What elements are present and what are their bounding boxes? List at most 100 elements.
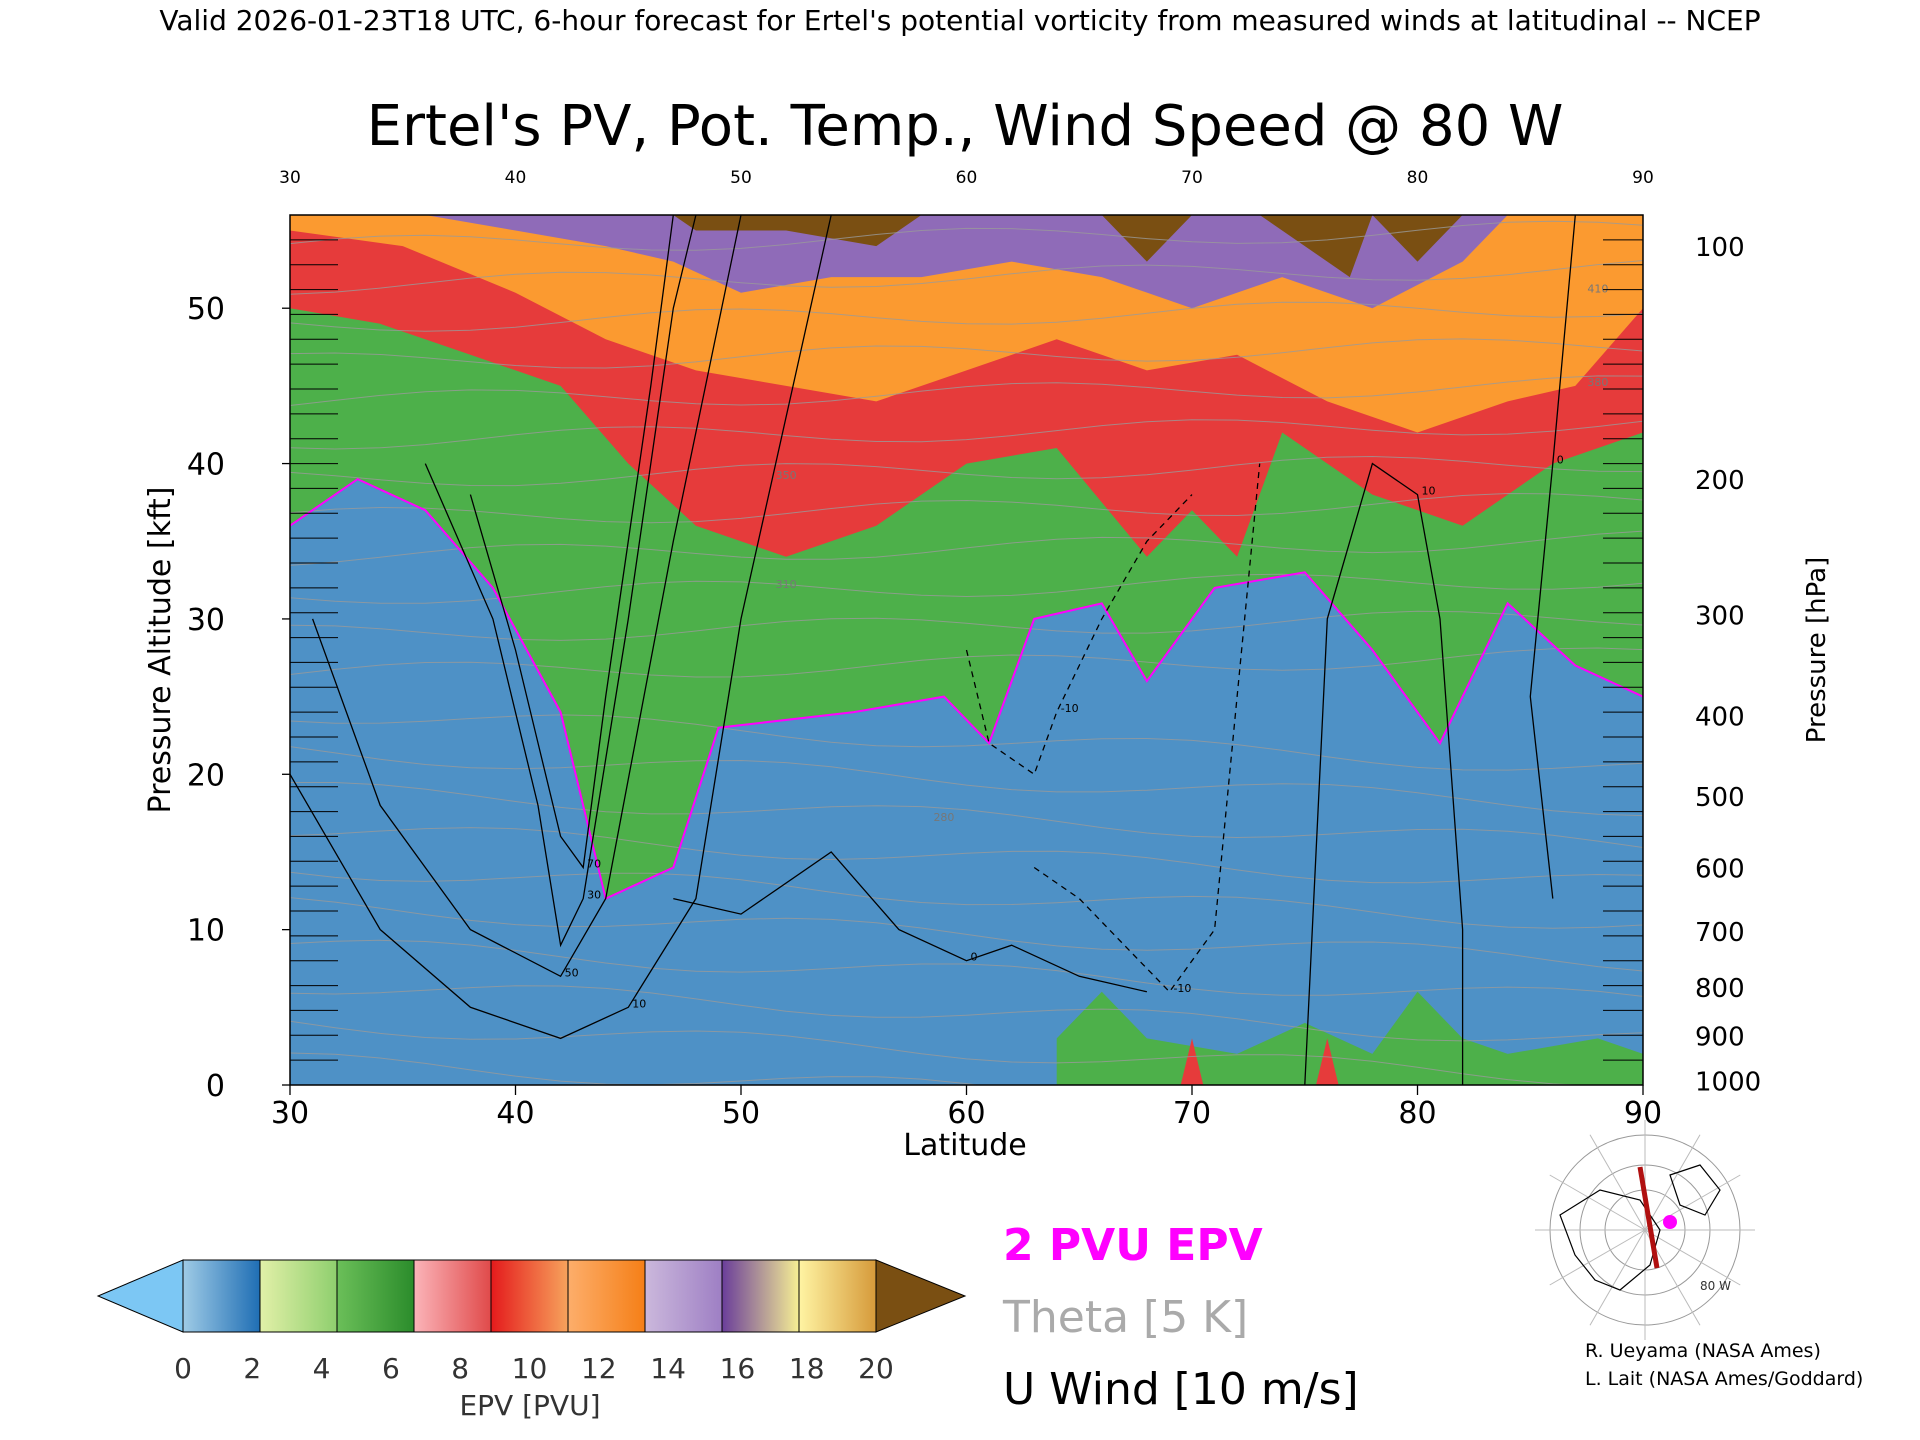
- theta-contour: [290, 375, 1643, 406]
- u-wind-contour-label: 70: [587, 858, 601, 871]
- chart-title: Ertel's PV, Pot. Temp., Wind Speed @ 80 …: [367, 94, 1564, 159]
- u-wind-contour: [469, 215, 674, 870]
- y-tick-label: 0: [206, 1069, 225, 1104]
- u-wind-contour-label: 0: [1557, 454, 1564, 467]
- legend-entry: U Wind [10 m/s]: [1003, 1364, 1359, 1415]
- colorbar-tick-label: 0: [174, 1352, 192, 1385]
- theta-contour: [290, 338, 1643, 369]
- x-top-tick-label: 80: [1407, 168, 1429, 188]
- colorbar-tick-label: 20: [858, 1352, 894, 1385]
- pv-lower-patch-red: [1316, 1038, 1339, 1085]
- y-tick-label: 10: [187, 914, 225, 949]
- pv-lower-patch-green: [1056, 991, 1643, 1085]
- theta-contours: 280 310 350 380 410: [290, 220, 1643, 1085]
- x-top-tick-label: 40: [505, 168, 527, 188]
- colorbar: 0 2 4 6 8 10 12 14 16 18 20: [96, 1259, 967, 1385]
- colorbar-band: [413, 1259, 492, 1333]
- x-tick-label: 70: [1173, 1096, 1211, 1131]
- x-top-tick-label: 90: [1632, 168, 1654, 188]
- theta-contour: [290, 573, 1643, 604]
- theta-contour: [290, 1052, 981, 1085]
- theta-contour: [290, 939, 1643, 997]
- pressure-tick-label: 700: [1695, 918, 1745, 948]
- theta-contour: [290, 782, 1643, 848]
- inset-coastline: [1559, 1189, 1661, 1291]
- theta-contour: [290, 419, 1643, 450]
- u-wind-contour: [1033, 463, 1261, 993]
- u-wind-contour: [1304, 462, 1464, 1085]
- inset-meridian: [1644, 1174, 1741, 1231]
- y-tick-label: 30: [187, 603, 225, 638]
- colorbar-band: [259, 1259, 338, 1333]
- colorbar-band: [182, 1259, 261, 1333]
- colorbar-tick-label: 12: [581, 1352, 617, 1385]
- theta-contour: [290, 647, 1643, 678]
- colorbar-band: [336, 1259, 415, 1333]
- pressure-tick-label: 100: [1695, 233, 1745, 263]
- credit-ueyama: R. Ueyama (NASA Ames): [1585, 1340, 1821, 1362]
- theta-contour: [290, 530, 1643, 566]
- u-wind-contour: [424, 215, 697, 948]
- y-tick-label: 50: [187, 292, 225, 327]
- inset-marker: [1663, 1215, 1677, 1229]
- colorbar-tick-label: 14: [650, 1352, 686, 1385]
- y-tick-label: 20: [187, 758, 225, 793]
- pressure-tick-label: 800: [1695, 974, 1745, 1004]
- u-wind-contour-label: -10: [1173, 982, 1191, 995]
- theta-contour: [290, 301, 1643, 332]
- x-top-tick-label: 60: [956, 168, 978, 188]
- colorbar-tick-label: 10: [512, 1352, 548, 1385]
- theta-contour: [290, 220, 1643, 251]
- theta-label: 380: [1587, 376, 1608, 389]
- inset-section-longitude: 80 W: [1700, 1279, 1731, 1293]
- u-wind-contour-label: -10: [1061, 702, 1079, 715]
- inset-meridian: [1644, 1229, 1741, 1286]
- colorbar-tick-label: 2: [243, 1352, 261, 1385]
- pv-lower-layer: [1056, 991, 1643, 1085]
- u-wind-contour: [290, 215, 832, 1040]
- colorbar-tick-label: 18: [789, 1352, 825, 1385]
- colorbar-tick-label: 16: [720, 1352, 756, 1385]
- pressure-tick-label: 300: [1695, 601, 1745, 631]
- inset-meridian: [1549, 1174, 1646, 1231]
- theta-contour: [290, 492, 1643, 524]
- colorbar-band: [721, 1259, 800, 1333]
- colorbar-band: [567, 1259, 646, 1333]
- colorbar-tick-label: 8: [451, 1352, 469, 1385]
- inset-map: 80 W: [1535, 1120, 1755, 1340]
- theta-label: 410: [1587, 283, 1608, 296]
- plot-area: 280 310 350 380 410 30 70 50 10 0 -10 -10 10 0: [289, 214, 1644, 1086]
- pressure-tick-label: 400: [1695, 702, 1745, 732]
- pv2-contour: [290, 477, 1643, 901]
- colorbar-over-arrow: [875, 1259, 967, 1333]
- pressure-tick-label: 200: [1695, 466, 1745, 496]
- theta-contour: [290, 746, 1643, 817]
- u-wind-contour: [1529, 215, 1576, 899]
- x-tick-label: 50: [722, 1096, 760, 1131]
- x-tick-label: 90: [1624, 1096, 1662, 1131]
- colorbar-band: [798, 1259, 877, 1333]
- legend-entry: 2 PVU EPV: [1003, 1220, 1263, 1271]
- u-wind-contour-label: 10: [632, 997, 646, 1010]
- theta-label: 350: [776, 469, 797, 482]
- theta-contour: [290, 985, 1643, 1042]
- theta-contour: [290, 897, 1643, 972]
- pressure-tick-label: 500: [1695, 783, 1745, 813]
- u-wind-contour: [673, 851, 1148, 993]
- theta-contour: [290, 827, 1643, 884]
- colorbar-tick-label: 4: [313, 1352, 331, 1385]
- x-tick-label: 30: [271, 1096, 309, 1131]
- y-tick-label: 40: [187, 448, 225, 483]
- pressure-tick-label: 900: [1695, 1022, 1745, 1052]
- colorbar-label: EPV [PVU]: [459, 1389, 600, 1422]
- inset-greenland: [1669, 1164, 1721, 1216]
- u-wind-contour-label: 0: [971, 951, 978, 964]
- colorbar-band: [490, 1259, 569, 1333]
- pv-region-purple: [335, 215, 1508, 309]
- theta-contour: [290, 260, 1643, 295]
- theta-contour: [290, 871, 1643, 929]
- x-tick-label: 60: [947, 1096, 985, 1131]
- u-wind-contour-label: 30: [587, 889, 601, 902]
- x-tick-label: 80: [1398, 1096, 1436, 1131]
